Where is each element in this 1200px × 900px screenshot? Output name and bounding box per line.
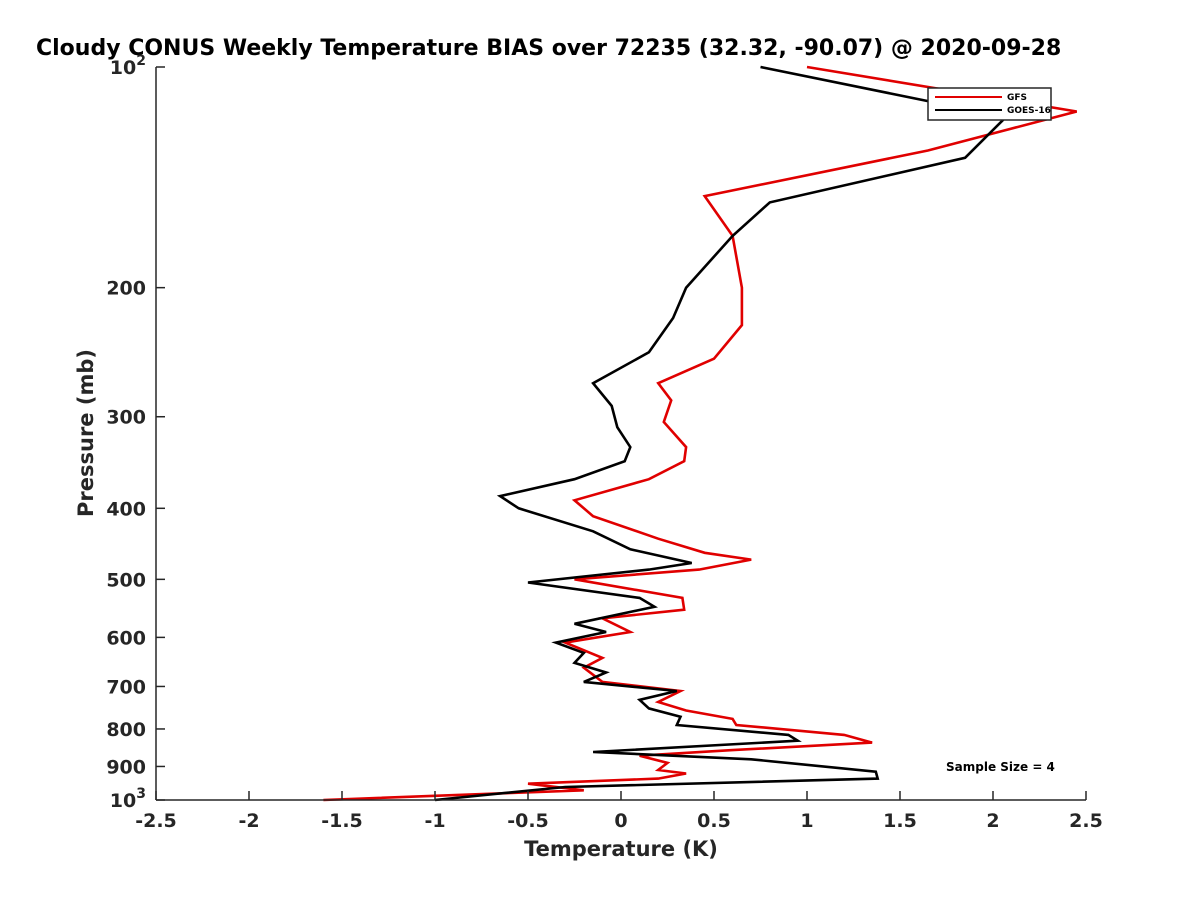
series-line-gfs bbox=[323, 65, 1078, 802]
x-ticks: -2.5 -2 -1.5 -1 -0.5 0 0.5 1 1.5 2 2.5 bbox=[135, 791, 1103, 832]
y-ticks: 102 200 300 400 500 600 700 800 900 103 bbox=[106, 53, 165, 812]
x-tick-label: 0 bbox=[614, 810, 627, 832]
y-tick-label: 500 bbox=[106, 569, 146, 591]
x-tick-label: -0.5 bbox=[507, 810, 549, 832]
legend-box bbox=[927, 87, 1052, 121]
y-tick-label: 103 bbox=[110, 786, 146, 812]
x-tick-label: 2.5 bbox=[1069, 810, 1103, 832]
y-tick-label: 200 bbox=[106, 278, 146, 300]
x-axis-label: Temperature (K) bbox=[524, 837, 718, 861]
x-tick-label: -1.5 bbox=[321, 810, 363, 832]
x-tick-label: -2 bbox=[238, 810, 259, 832]
y-tick-label: 300 bbox=[106, 407, 146, 429]
x-tick-label: 1.5 bbox=[883, 810, 917, 832]
y-tick-label: 400 bbox=[106, 498, 146, 520]
y-tick-label: 700 bbox=[106, 676, 146, 698]
series-layer bbox=[323, 65, 1078, 802]
y-axis-label: Pressure (mb) bbox=[74, 349, 98, 517]
legend-label-goes16: GOES-16 bbox=[1007, 106, 1051, 116]
y-tick-label: 900 bbox=[106, 756, 146, 778]
x-tick-label: -1 bbox=[424, 810, 445, 832]
chart-title: Cloudy CONUS Weekly Temperature BIAS ove… bbox=[36, 36, 1061, 61]
x-tick-label: -2.5 bbox=[135, 810, 177, 832]
y-tick-label: 800 bbox=[106, 719, 146, 741]
series-line-goes16 bbox=[434, 65, 1009, 802]
y-tick-label: 600 bbox=[106, 627, 146, 649]
x-tick-label: 0.5 bbox=[697, 810, 731, 832]
sample-size-annotation: Sample Size = 4 bbox=[946, 760, 1055, 774]
legend-label-gfs: GFS bbox=[1007, 93, 1027, 103]
legend: GFS GOES-16 bbox=[927, 87, 1052, 121]
y-tick-label: 102 bbox=[110, 53, 146, 79]
x-tick-label: 1 bbox=[800, 810, 813, 832]
x-tick-label: 2 bbox=[986, 810, 999, 832]
